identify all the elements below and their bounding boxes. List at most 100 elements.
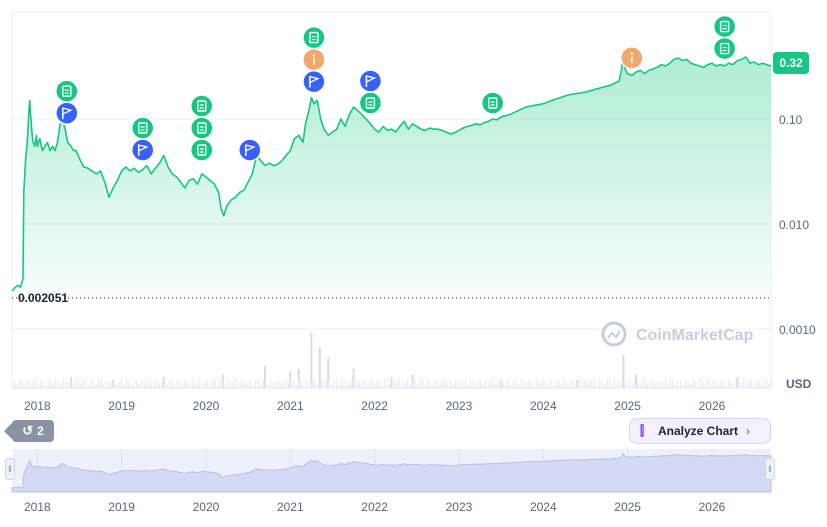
volume-bar — [130, 384, 133, 388]
volume-bar — [327, 357, 330, 388]
volume-bar — [631, 384, 634, 388]
navigator-right-handle[interactable]: ‖ — [765, 458, 775, 480]
volume-bar — [409, 382, 411, 388]
volume-bar — [22, 381, 24, 388]
range-navigator[interactable] — [11, 449, 772, 493]
news-event-marker[interactable] — [480, 91, 505, 115]
volume-bar — [381, 384, 383, 388]
info-event-marker[interactable] — [620, 45, 644, 70]
news-event-marker[interactable] — [190, 116, 214, 140]
volume-bar — [533, 381, 535, 388]
news-event-marker[interactable] — [302, 25, 326, 50]
volume-bar — [657, 379, 659, 388]
volume-bar — [525, 382, 527, 388]
volume-bar — [763, 379, 765, 388]
volume-bar — [743, 379, 745, 388]
analyze-chart-label: Analyze Chart — [658, 424, 739, 438]
volume-bar — [735, 379, 737, 388]
volume-bar — [510, 384, 512, 388]
volume-bar — [199, 379, 201, 388]
y-tick-label: 0.10 — [779, 113, 803, 127]
volume-bar — [682, 384, 684, 388]
news-event-marker[interactable] — [55, 79, 79, 103]
milestone-event-marker[interactable] — [238, 138, 262, 162]
milestone-event-marker[interactable] — [302, 69, 326, 94]
milestone-event-marker[interactable] — [55, 101, 79, 125]
volume-bar — [115, 382, 117, 388]
news-event-marker[interactable] — [130, 116, 155, 140]
volume-bar — [578, 379, 580, 388]
volume-bar — [29, 382, 31, 388]
volume-bar — [391, 379, 393, 388]
document-icon — [488, 97, 498, 109]
volume-bar — [366, 382, 368, 388]
news-event-marker[interactable] — [712, 14, 737, 39]
navigator-x-tick-label: 2026 — [699, 500, 726, 514]
volume-bar — [24, 382, 26, 388]
volume-bar — [244, 383, 246, 388]
volume-bar — [406, 379, 408, 388]
volume-bar — [641, 379, 644, 388]
volume-bar — [437, 380, 439, 388]
volume-bar — [601, 380, 603, 388]
volume-bar — [482, 382, 484, 388]
flag-icon — [365, 75, 377, 87]
volume-bar — [604, 383, 606, 388]
volume-bar — [173, 384, 176, 388]
milestone-event-marker[interactable] — [358, 69, 383, 93]
volume-bar — [98, 379, 100, 388]
volume-bar — [80, 383, 82, 388]
volume-bar — [639, 384, 641, 388]
volume-bar — [320, 379, 322, 388]
volume-bar — [497, 381, 499, 388]
volume-bar — [148, 379, 150, 388]
volume-bar — [502, 383, 505, 388]
volume-bar — [411, 374, 414, 388]
news-event-marker[interactable] — [190, 94, 214, 118]
volume-bar — [598, 379, 601, 388]
navigator-x-tick-label: 2018 — [24, 500, 51, 514]
milestone-event-marker[interactable] — [130, 138, 155, 162]
volume-bar — [500, 379, 502, 388]
y-tick-label: 0.010 — [779, 218, 809, 232]
volume-bar — [386, 379, 388, 388]
volume-bar — [434, 379, 436, 388]
volume-bar — [492, 379, 494, 388]
volume-bar — [621, 379, 623, 388]
volume-bar — [606, 379, 608, 388]
volume-bar — [17, 383, 19, 388]
volume-bar — [568, 382, 570, 388]
volume-bar — [85, 379, 87, 388]
volume-bar — [692, 379, 694, 388]
event-markers[interactable] — [55, 14, 737, 162]
volume-bar — [523, 380, 525, 388]
volume-bar — [289, 371, 292, 388]
volume-bar — [47, 379, 49, 388]
analyze-chart-button[interactable]: ⫿ Analyze Chart › — [629, 418, 771, 444]
history-button[interactable]: ↺ 2 — [4, 420, 54, 442]
volume-bar — [664, 379, 666, 388]
volume-bar — [469, 379, 472, 388]
volume-bar — [649, 379, 651, 388]
volume-bar — [535, 379, 537, 388]
info-event-marker[interactable] — [302, 47, 326, 72]
volume-bar — [695, 381, 697, 388]
volume-bar — [720, 379, 722, 388]
navigator-left-handle[interactable]: ‖ — [5, 458, 15, 480]
volume-bar — [659, 382, 661, 388]
volume-bar — [313, 379, 315, 388]
volume-bar — [62, 379, 64, 388]
volume-bar — [700, 379, 702, 388]
volume-bar — [480, 380, 482, 388]
volume-bar — [705, 381, 707, 388]
volume-bar — [77, 379, 79, 388]
volume-bar — [282, 381, 284, 388]
volume-bar — [353, 383, 355, 388]
news-event-marker[interactable] — [712, 36, 737, 61]
news-event-marker[interactable] — [358, 91, 383, 115]
volume-bar — [439, 383, 441, 388]
volume-bar — [287, 383, 289, 388]
volume-bar — [740, 382, 742, 388]
news-event-marker[interactable] — [190, 138, 214, 162]
